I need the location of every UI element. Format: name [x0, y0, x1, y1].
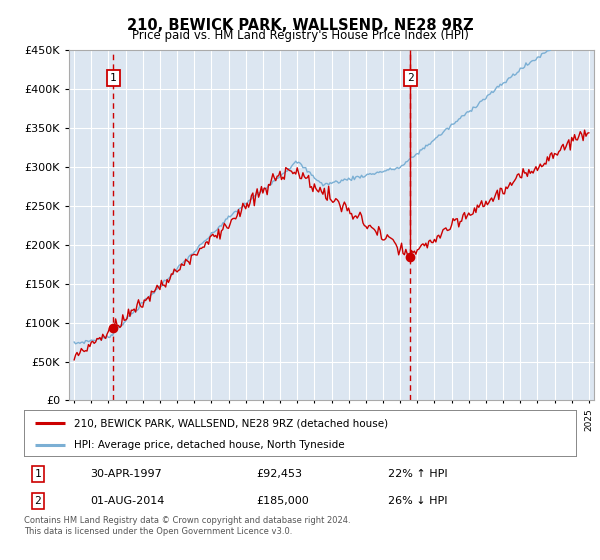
Text: Price paid vs. HM Land Registry's House Price Index (HPI): Price paid vs. HM Land Registry's House … — [131, 29, 469, 42]
Text: 210, BEWICK PARK, WALLSEND, NE28 9RZ: 210, BEWICK PARK, WALLSEND, NE28 9RZ — [127, 18, 473, 34]
Text: £185,000: £185,000 — [256, 496, 308, 506]
Text: 1: 1 — [34, 469, 41, 479]
Text: 01-AUG-2014: 01-AUG-2014 — [90, 496, 164, 506]
Text: 1: 1 — [110, 73, 117, 83]
Text: 2: 2 — [407, 73, 413, 83]
Text: 2: 2 — [34, 496, 41, 506]
Text: Contains HM Land Registry data © Crown copyright and database right 2024.
This d: Contains HM Land Registry data © Crown c… — [24, 516, 350, 536]
Text: 26% ↓ HPI: 26% ↓ HPI — [388, 496, 448, 506]
Text: HPI: Average price, detached house, North Tyneside: HPI: Average price, detached house, Nort… — [74, 440, 344, 450]
Text: 22% ↑ HPI: 22% ↑ HPI — [388, 469, 448, 479]
Text: 210, BEWICK PARK, WALLSEND, NE28 9RZ (detached house): 210, BEWICK PARK, WALLSEND, NE28 9RZ (de… — [74, 418, 388, 428]
Text: £92,453: £92,453 — [256, 469, 302, 479]
Text: 30-APR-1997: 30-APR-1997 — [90, 469, 162, 479]
